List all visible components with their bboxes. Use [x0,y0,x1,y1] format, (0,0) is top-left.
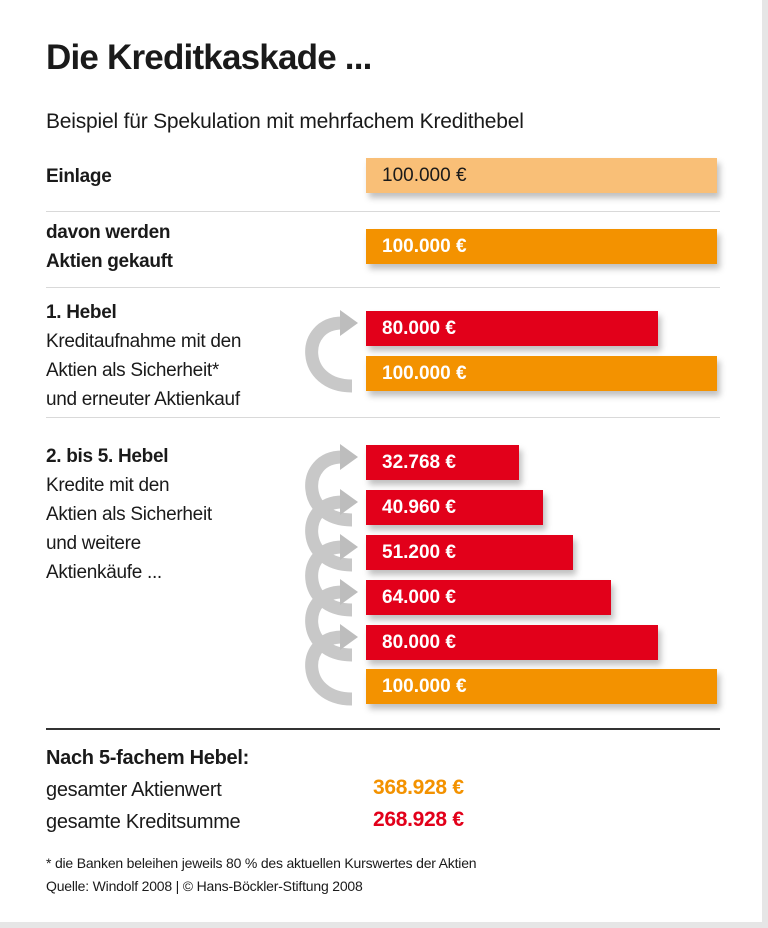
bar-aktien: 100.000 € [366,669,717,704]
bar-aktien: 100.000 € [366,229,717,264]
curved-arrow-icon [305,585,353,662]
label-hebel-2-5: 2. bis 5. Hebel [46,446,169,467]
arrow-head-icon [340,579,358,605]
label-aktien-gekauft: davon werden Aktien gekauft [46,222,173,272]
separator [46,417,720,418]
bar-kredit: 32.768 € [366,445,519,480]
bar-kredit: 51.200 € [366,535,574,570]
bar-aktien: 100.000 € [366,356,717,391]
bar-kredit: 80.000 € [366,625,658,660]
curved-arrow-icon [305,450,353,527]
desc-hebel-1: Kreditaufnahme mit den Aktien als Sicher… [46,331,242,410]
arrow-head-icon [340,444,358,470]
source: Quelle: Windolf 2008 | © Hans-Böckler-St… [46,878,363,894]
arrow-head-icon [340,489,358,515]
curved-arrow-icon [305,495,353,572]
bar-einlage: 100.000 € [366,158,717,193]
bar-kredit: 64.000 € [366,580,611,615]
bar-kredit: 80.000 € [366,311,658,346]
curved-arrow-icon [305,316,353,393]
chart-subtitle: Beispiel für Spekulation mit mehrfachem … [46,110,524,133]
label-einlage: Einlage [46,166,112,187]
bar-kredit: 40.960 € [366,490,543,525]
label-hebel-1: 1. Hebel [46,302,117,323]
summary-label-aktienwert: gesamter Aktienwert [46,779,222,801]
chart-title: Die Kreditkaskade ... [46,38,372,77]
separator [46,211,720,212]
arrow-head-icon [340,624,358,650]
arrow-head-icon [340,310,358,336]
arrow-head-icon [340,534,358,560]
summary-value-kreditsumme: 268.928 € [373,808,464,831]
summary-heading: Nach 5-fachem Hebel: [46,747,249,769]
curved-arrow-icon [305,630,353,706]
summary-value-aktienwert: 368.928 € [373,776,464,799]
summary-divider [46,728,720,730]
curved-arrow-icon [305,540,353,617]
desc-hebel-2-5: Kredite mit den Aktien als Sicherheit un… [46,475,212,583]
footnote: * die Banken beleihen jeweils 80 % des a… [46,855,477,871]
summary-label-kreditsumme: gesamte Kreditsumme [46,811,241,833]
separator [46,287,720,288]
